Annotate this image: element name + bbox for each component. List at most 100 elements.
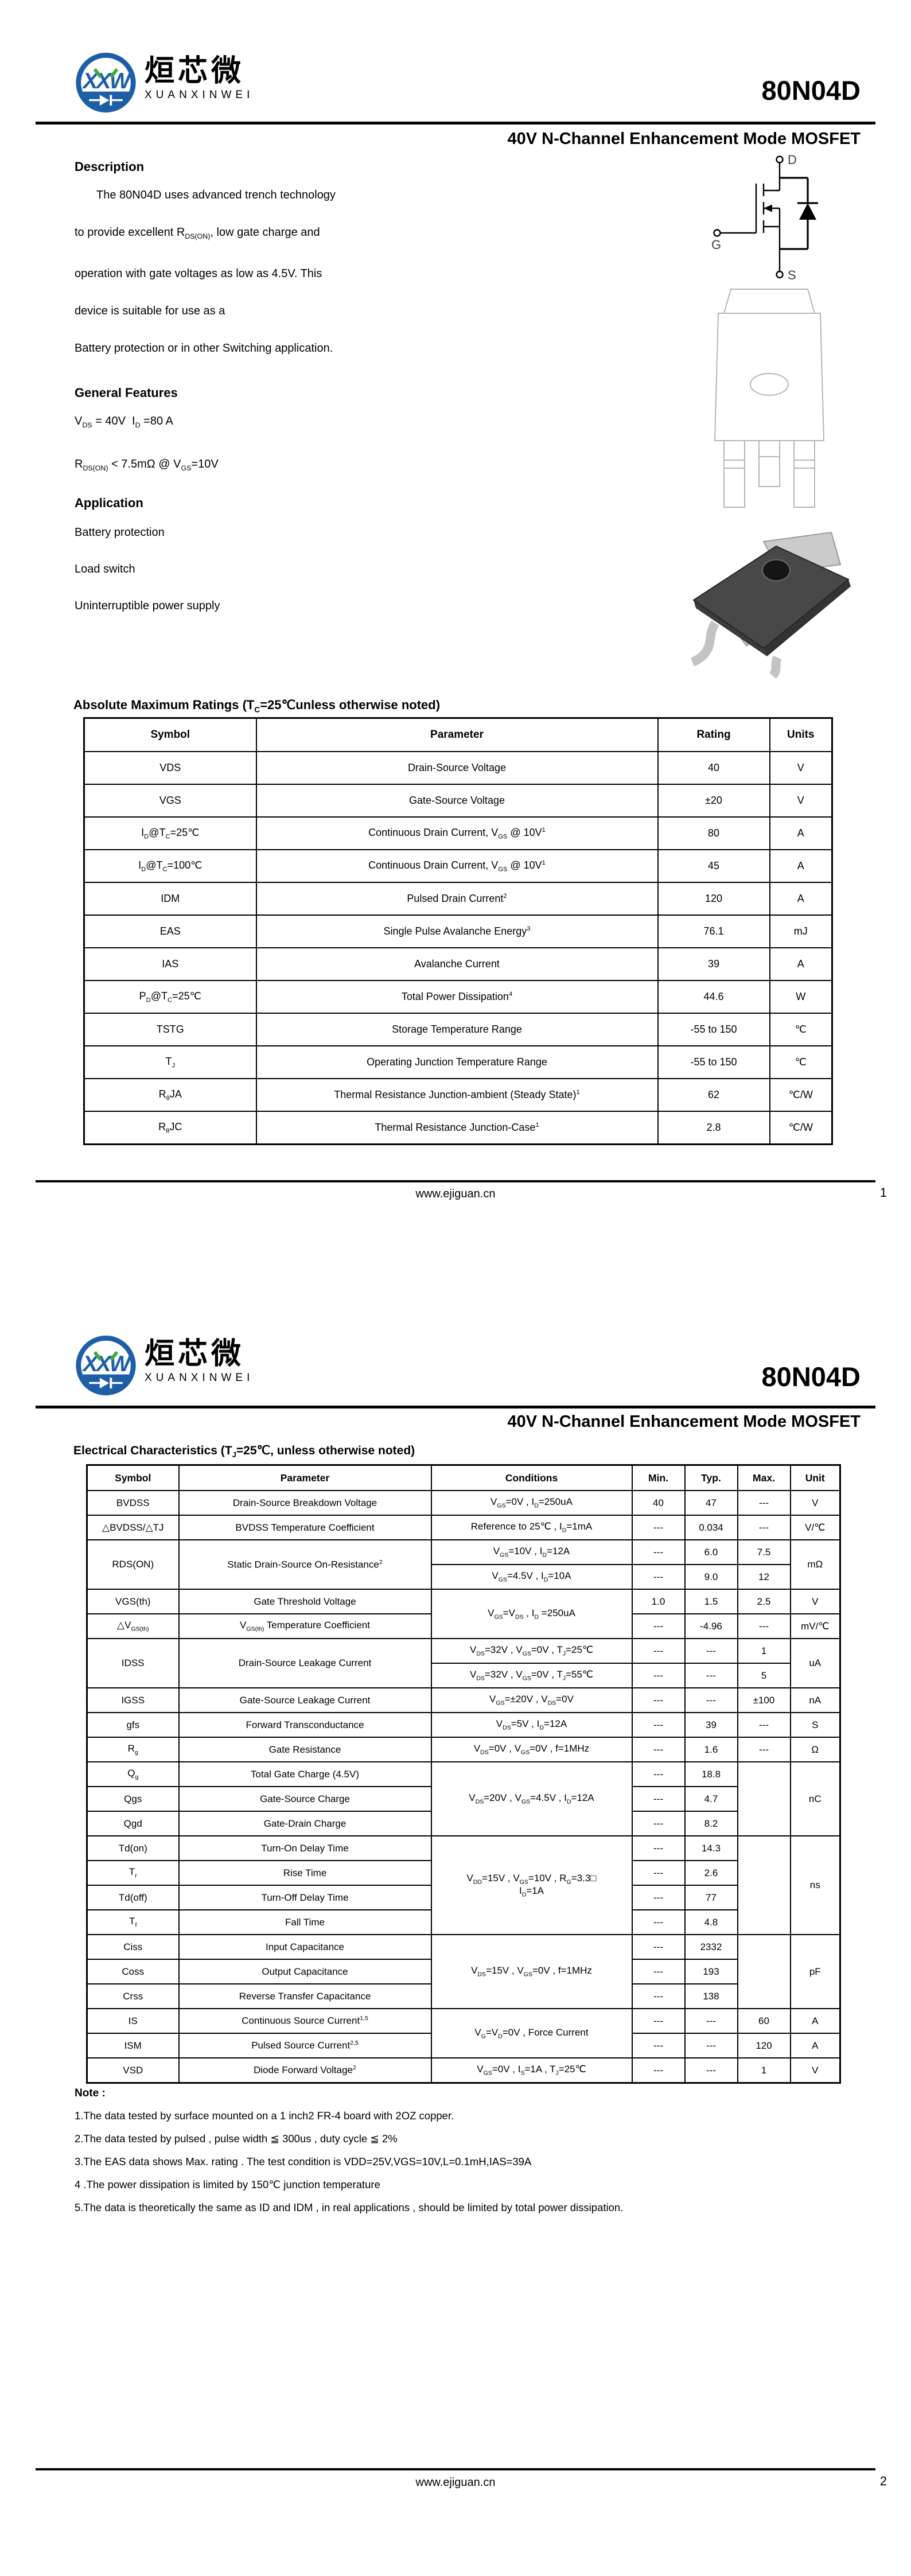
table-cell: --- <box>631 1786 686 1812</box>
description-heading: Description <box>75 159 145 174</box>
table-cell: VGS(th) Temperature Coefficient <box>178 1613 432 1639</box>
part-number: 80N04D <box>761 1361 861 1392</box>
table-row: VSD Diode Forward Voltage2 VGS=0V , IS=1A … <box>86 2057 841 2084</box>
column-header: Max. <box>737 1464 791 1491</box>
table-cell: --- <box>631 2033 686 2059</box>
table-cell: Single Pulse Avalanche Energy3 <box>255 915 659 948</box>
footer-rule <box>36 1180 875 1182</box>
table-cell: 9.0 <box>684 1564 738 1590</box>
table-cell: gfs <box>86 1712 180 1738</box>
table-cell: 60 <box>737 2008 791 2034</box>
table-cell: Total Gate Charge (4.5V) <box>178 1761 432 1787</box>
table-cell: ±100 <box>737 1687 791 1713</box>
terminal-label-source: S <box>788 268 796 281</box>
table-row: Qgs Gate-Source Charge --- 4.7 <box>86 1786 840 1812</box>
application-item: Load switch <box>75 563 135 575</box>
table-cell: --- <box>631 1712 686 1738</box>
column-header: Conditions <box>430 1464 633 1491</box>
note-item: 2.The data tested by pulsed , pulse widt… <box>75 2133 398 2145</box>
column-header: Rating <box>657 717 770 752</box>
table-cell: A <box>769 816 833 850</box>
table-cell: BVDSS Temperature Coefficient <box>178 1515 432 1540</box>
table-cell: pF <box>789 1934 841 2009</box>
logo-green-accent <box>109 1351 119 1361</box>
table-cell: --- <box>631 1959 686 1984</box>
description-line: device is suitable for use as a <box>75 305 225 317</box>
table-cell: Diode Forward Voltage2 <box>178 2057 432 2084</box>
page-subtitle: 40V N-Channel Enhancement Mode MOSFET <box>507 1412 861 1431</box>
table-row: VDS Drain-Source Voltage 40 V <box>83 751 833 785</box>
table-cell: 120 <box>737 2033 791 2059</box>
footer-url: www.ejiguan.cn <box>415 1188 496 1200</box>
brand-name: 烜芯微 XUANXINWEI <box>145 55 254 102</box>
package-3d-image <box>679 528 855 681</box>
table-cell: V <box>789 1490 841 1516</box>
feature-item: RDS(ON) < 7.5mΩ @ VGS=10V <box>75 458 219 472</box>
logo-green-accent <box>109 68 119 79</box>
table-cell: --- <box>631 1811 686 1836</box>
table-cell: A <box>769 947 833 981</box>
table-row: Coss Output Capacitance --- 193 <box>86 1959 840 1984</box>
table-cell: Crss <box>86 1983 180 2009</box>
elec-characteristics-heading: Electrical Characteristics (TJ=25℃, unle… <box>73 1444 415 1460</box>
table-cell: Td(on) <box>86 1835 180 1861</box>
table-cell: 2332 <box>684 1934 738 1960</box>
abs-max-heading: Absolute Maximum Ratings (TC=25℃unless o… <box>73 698 441 714</box>
table-cell: VDS=32V , VGS=0V , TJ=55℃ <box>430 1663 633 1688</box>
table-cell: IGSS <box>86 1687 180 1713</box>
table-cell: Ciss <box>86 1934 180 1960</box>
table-cell: mV/℃ <box>789 1613 841 1639</box>
table-cell: --- <box>631 1663 686 1688</box>
table-cell: 120 <box>657 882 770 916</box>
table-cell: VDS=32V , VGS=0V , TJ=25℃ <box>430 1638 633 1664</box>
table-cell: RθJA <box>83 1078 257 1112</box>
header-rule <box>36 1406 875 1408</box>
table-cell: 44.6 <box>657 980 770 1014</box>
table-cell: IS <box>86 2008 180 2034</box>
table-cell: V <box>789 1589 841 1614</box>
table-row: RθJC Thermal Resistance Junction-Case1 2.8… <box>83 1111 833 1145</box>
table-cell: VGS=4.5V , ID=10A <box>430 1564 633 1590</box>
table-cell: Fall Time <box>178 1909 432 1935</box>
table-cell: Qgd <box>86 1811 180 1836</box>
table-cell: Ω <box>789 1737 841 1762</box>
table-cell: Continuous Drain Current, VGS @ 10V1 <box>255 816 659 850</box>
table-cell <box>737 1835 791 1935</box>
table-cell: V <box>789 2057 841 2084</box>
table-cell: Coss <box>86 1959 180 1984</box>
table-cell: VGS(th) <box>86 1589 180 1614</box>
table-cell: EAS <box>83 915 257 948</box>
table-cell: 6.0 <box>684 1539 738 1565</box>
note-item: 5.The data is theoretically the same as … <box>75 2201 624 2213</box>
table-cell: VGS=0V , IS=1A , TJ=25℃ <box>430 2057 633 2084</box>
table-cell: Gate Resistance <box>178 1737 432 1762</box>
table-cell: IDSS <box>86 1638 180 1688</box>
table-cell: nC <box>789 1761 841 1836</box>
column-header: Parameter <box>255 717 659 752</box>
package-outline-drawing <box>687 286 851 513</box>
table-cell: ℃ <box>769 1045 833 1079</box>
table-cell: RDS(ON) <box>86 1539 180 1590</box>
table-cell: V <box>769 751 833 785</box>
footer-page-number: 2 <box>879 2474 887 2488</box>
page-subtitle: 40V N-Channel Enhancement Mode MOSFET <box>507 130 861 148</box>
table-cell: 193 <box>684 1959 738 1984</box>
table-cell: VGS=10V , ID=12A <box>430 1539 633 1565</box>
table-cell: mJ <box>769 915 833 948</box>
table-cell: A <box>769 882 833 916</box>
column-header: Min. <box>631 1464 686 1491</box>
table-cell: W <box>769 980 833 1014</box>
table-cell: V/℃ <box>789 1515 841 1540</box>
note-item: 4 .The power dissipation is limited by 1… <box>75 2178 380 2190</box>
table-cell: --- <box>737 1712 791 1738</box>
table-cell: Input Capacitance <box>178 1934 432 1960</box>
table-row: IGSS Gate-Source Leakage Current VGS=±20V … <box>86 1687 841 1713</box>
table-cell: 77 <box>684 1885 738 1910</box>
table-cell: Drain-Source Voltage <box>255 751 659 785</box>
table-cell: 0.034 <box>684 1515 738 1540</box>
table-row: △BVDSS/△TJ BVDSS Temperature Coefficient R… <box>86 1515 841 1540</box>
table-cell: 40 <box>657 751 770 785</box>
table-row: Tf Fall Time --- 4.8 <box>86 1909 840 1935</box>
table-cell: 18.8 <box>684 1761 738 1787</box>
